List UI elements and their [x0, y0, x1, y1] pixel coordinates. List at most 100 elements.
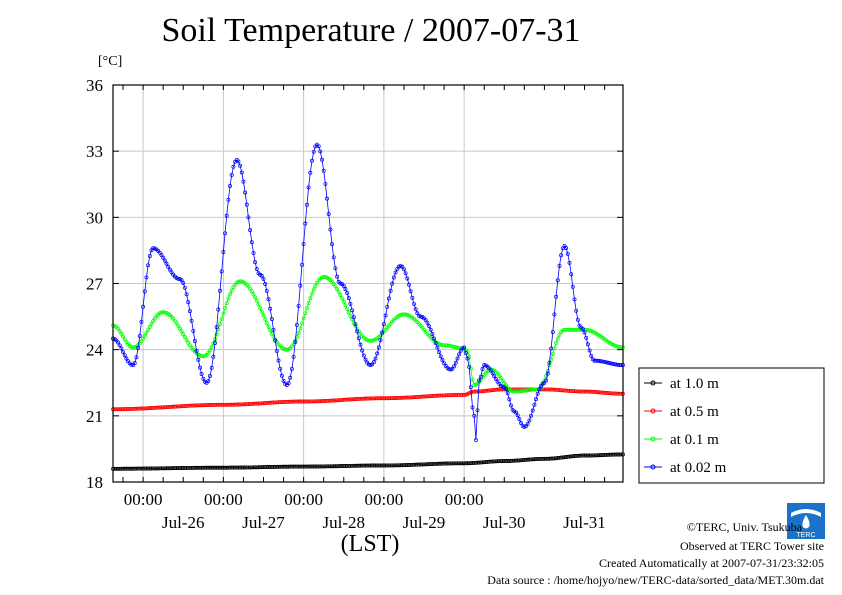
- data-point: [301, 241, 306, 246]
- data-point: [453, 360, 458, 365]
- data-point: [584, 335, 589, 340]
- data-point: [119, 346, 124, 351]
- legend-label: at 0.1 m: [670, 432, 719, 448]
- data-point: [264, 288, 269, 293]
- legend-label: at 0.5 m: [670, 404, 719, 420]
- data-point: [574, 308, 579, 313]
- data-point: [320, 157, 324, 162]
- data-point: [263, 317, 268, 322]
- data-point: [116, 340, 120, 345]
- data-point: [177, 326, 182, 331]
- x-date-label: Jul-29: [403, 513, 446, 532]
- data-point: [353, 322, 358, 327]
- data-point: [550, 351, 555, 356]
- data-point: [585, 328, 590, 333]
- data-point: [310, 291, 314, 296]
- data-point: [146, 327, 151, 332]
- data-point: [535, 391, 540, 396]
- data-point: [254, 267, 259, 271]
- data-point: [251, 251, 256, 256]
- data-point: [331, 255, 336, 260]
- data-point: [544, 378, 549, 383]
- data-point: [182, 285, 187, 290]
- data-point: [129, 362, 134, 367]
- data-point: [346, 296, 351, 301]
- data-point: [345, 306, 350, 311]
- x-tick-time-label: 00:00: [365, 490, 404, 509]
- data-point: [186, 300, 191, 305]
- data-point: [492, 374, 497, 379]
- footer-source: Data source : /home/hojyo/new/TERC-data/…: [487, 573, 824, 587]
- data-point: [229, 172, 234, 177]
- data-point: [375, 351, 380, 356]
- data-point: [467, 364, 472, 369]
- data-point: [413, 307, 418, 312]
- data-point: [328, 227, 333, 232]
- data-point: [405, 276, 410, 281]
- data-point: [231, 164, 236, 169]
- data-point: [288, 375, 293, 380]
- data-point: [139, 339, 144, 344]
- data-point: [567, 260, 572, 265]
- data-point: [529, 413, 533, 418]
- data-point: [475, 408, 480, 413]
- data-point: [418, 314, 423, 319]
- data-point: [206, 379, 211, 384]
- data-point: [554, 341, 559, 345]
- x-tick-time-label: 00:00: [124, 490, 163, 509]
- data-point: [442, 361, 447, 366]
- data-point: [555, 336, 560, 341]
- data-point: [206, 350, 211, 355]
- data-point: [199, 372, 204, 376]
- data-point: [462, 392, 467, 397]
- data-point: [472, 383, 477, 387]
- data-point: [182, 335, 187, 340]
- data-point: [201, 376, 206, 381]
- data-point: [311, 149, 316, 154]
- data-point: [294, 335, 299, 340]
- y-axis-unit: [°C]: [98, 54, 123, 69]
- data-point: [303, 221, 308, 226]
- data-point: [438, 354, 443, 359]
- data-point: [166, 264, 171, 269]
- data-point: [425, 320, 430, 325]
- data-point: [164, 261, 169, 266]
- data-point: [530, 408, 535, 413]
- legend-box: [638, 367, 825, 484]
- x-date-label: Jul-31: [563, 513, 606, 532]
- data-point: [269, 331, 274, 336]
- data-point: [323, 181, 328, 186]
- x-tick-time-label: 00:00: [284, 490, 323, 509]
- data-point: [400, 264, 405, 269]
- data-point: [271, 327, 276, 332]
- data-point: [122, 353, 127, 358]
- data-point: [251, 292, 256, 297]
- data-point: [298, 326, 303, 331]
- data-point: [452, 364, 457, 369]
- data-point: [493, 377, 498, 381]
- data-point: [306, 301, 311, 305]
- data-point: [463, 392, 468, 397]
- data-point: [151, 246, 156, 251]
- data-point: [241, 179, 246, 184]
- data-point: [565, 251, 570, 256]
- data-point: [300, 262, 304, 267]
- data-point: [559, 253, 564, 258]
- data-point: [308, 296, 313, 301]
- data-point: [131, 345, 136, 350]
- data-point: [318, 149, 323, 154]
- data-point: [527, 418, 532, 423]
- data-point: [147, 324, 152, 329]
- data-point: [472, 413, 477, 418]
- data-point: [142, 289, 147, 294]
- data-point: [338, 281, 343, 286]
- data-point: [507, 397, 512, 402]
- data-point: [221, 250, 226, 254]
- data-point: [132, 361, 137, 366]
- data-point: [549, 346, 554, 351]
- data-point: [187, 309, 192, 314]
- data-point: [440, 358, 445, 363]
- data-point: [388, 288, 393, 293]
- data-point: [271, 334, 276, 339]
- data-point: [256, 302, 261, 307]
